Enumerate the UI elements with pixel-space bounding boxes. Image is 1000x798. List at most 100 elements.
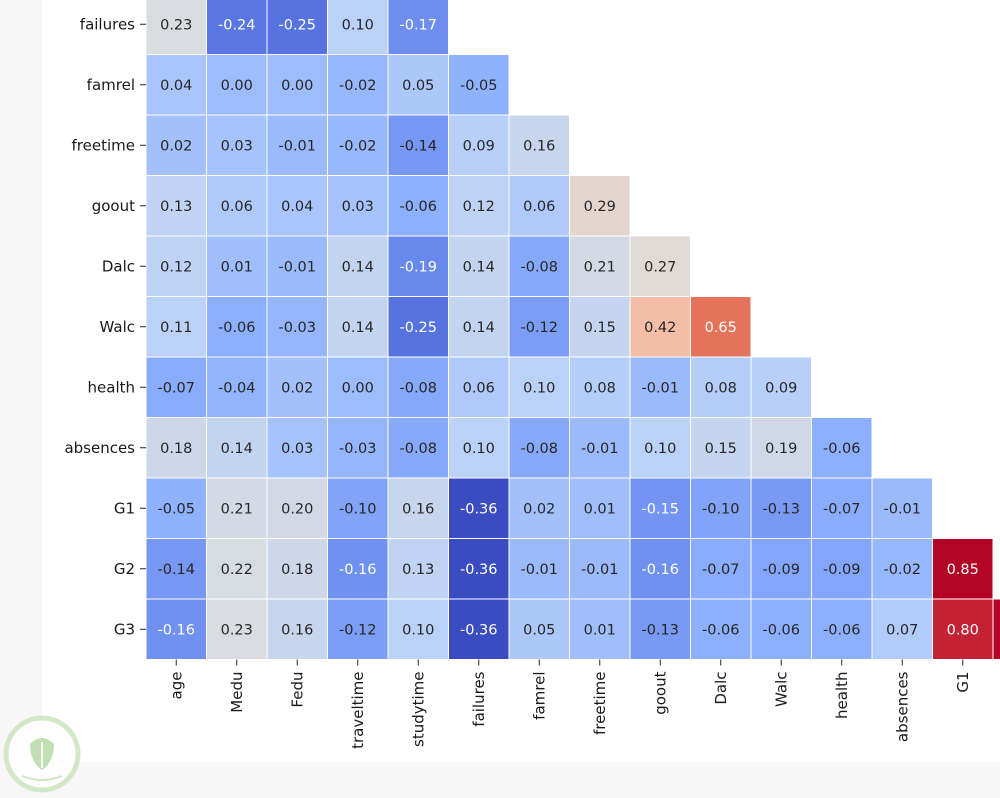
cell-value-G2-health: -0.09 (823, 562, 861, 578)
cell-value-G2-Walc: -0.09 (762, 562, 800, 578)
heatmap-cell-health-failures (448, 356, 510, 418)
cell-value-absences-studytime: -0.08 (399, 441, 437, 457)
heatmap-cell-G2-Fedu (266, 538, 328, 600)
cell-value-G2-G1: 0.85 (947, 562, 979, 578)
heatmap-cell-Walc-goout (629, 296, 691, 358)
heatmap-cell-goout-age (145, 175, 207, 237)
heatmap-cell-health-goout (629, 356, 691, 418)
heatmap-cell-G2-goout (629, 538, 691, 600)
cell-value-goout-Medu: 0.06 (221, 199, 253, 215)
heatmap-cell-G2-studytime (387, 538, 449, 600)
cell-value-G3-freetime: 0.01 (584, 622, 616, 638)
cell-value-G2-Fedu: 0.18 (281, 562, 313, 578)
heatmap-cell-Walc-failures (448, 296, 510, 358)
chart-canvas: 0.23 -0.24 -0.25 0.10 -0.17 0.04 0.00 0.00 -0.02… (42, 0, 1000, 762)
x-tick-label-studytime: studytime (409, 672, 427, 748)
cell-value-G2-absences: -0.02 (883, 562, 921, 578)
x-tick-label-age: age (167, 672, 185, 700)
cell-value-health-Dalc: 0.08 (705, 380, 737, 396)
cell-value-health-famrel: 0.10 (523, 380, 555, 396)
heatmap-cell-G3-freetime (569, 598, 631, 660)
cell-value-famrel-Fedu: 0.00 (281, 78, 313, 94)
cell-value-Dalc-goout: 0.27 (644, 259, 676, 275)
heatmap-cell-G3-famrel (508, 598, 570, 660)
cell-value-Walc-freetime: 0.15 (584, 320, 616, 336)
heatmap-cell-G3-age (145, 598, 207, 660)
x-tick-label-G1: G1 (954, 672, 972, 693)
cell-value-Walc-Fedu: -0.03 (278, 320, 316, 336)
cell-value-health-failures: 0.06 (463, 380, 495, 396)
cell-value-G3-famrel: 0.05 (523, 622, 555, 638)
heatmap-cell-G1-traveltime (327, 477, 389, 539)
cell-value-G1-absences: -0.01 (883, 501, 921, 517)
heatmap-cell-G2-failures (448, 538, 510, 600)
cell-value-absences-Fedu: 0.03 (281, 441, 313, 457)
cell-value-goout-studytime: -0.06 (399, 199, 437, 215)
heatmap-cell-goout-Fedu (266, 175, 328, 237)
cell-value-Walc-failures: 0.14 (463, 320, 495, 336)
cell-value-goout-Fedu: 0.04 (281, 199, 313, 215)
heatmap-cell-failures-studytime (387, 0, 449, 55)
heatmap-cell-G1-freetime (569, 477, 631, 539)
cell-value-goout-age: 0.13 (160, 199, 192, 215)
heatmap-cell-G3-absences (871, 598, 933, 660)
heatmap-cell-Dalc-traveltime (327, 235, 389, 297)
cell-value-G2-traveltime: -0.16 (339, 562, 377, 578)
heatmap-cell-absences-Dalc (690, 417, 752, 479)
cell-value-goout-famrel: 0.06 (523, 199, 555, 215)
leaf-shield-icon (3, 715, 81, 793)
cell-value-failures-Medu: -0.24 (218, 17, 256, 33)
y-tick-label-G3: G3 (114, 620, 135, 638)
y-tick-label-G1: G1 (114, 499, 135, 517)
cell-value-goout-freetime: 0.29 (584, 199, 616, 215)
cell-value-freetime-failures: 0.09 (463, 138, 495, 154)
heatmap-cell-freetime-Medu (206, 114, 268, 176)
heatmap-cell-G1-studytime (387, 477, 449, 539)
cell-value-health-Fedu: 0.02 (281, 380, 313, 396)
cell-value-G2-Dalc: -0.07 (702, 562, 740, 578)
cell-value-health-Walc: 0.09 (765, 380, 797, 396)
heatmap-cell-G3-Medu (206, 598, 268, 660)
heatmap-cell-absences-Medu (206, 417, 268, 479)
cell-value-G2-goout: -0.16 (641, 562, 679, 578)
cell-value-G1-studytime: 0.16 (402, 501, 434, 517)
cell-value-failures-age: 0.23 (160, 17, 192, 33)
heatmap-cell-G1-absences (871, 477, 933, 539)
cell-value-G3-health: -0.06 (823, 622, 861, 638)
heatmap-cell-absences-failures (448, 417, 510, 479)
heatmap-cell-G2-Walc (750, 538, 812, 600)
cell-value-Dalc-studytime: -0.19 (399, 259, 437, 275)
heatmap-cell-freetime-failures (448, 114, 510, 176)
cell-value-G3-failures: -0.36 (460, 622, 498, 638)
x-tick-label-famrel: famrel (530, 672, 548, 720)
cell-value-Walc-Medu: -0.06 (218, 320, 256, 336)
x-tick-label-goout: goout (651, 671, 669, 714)
cell-value-absences-famrel: -0.08 (520, 441, 558, 457)
heatmap-cells: 0.23 -0.24 -0.25 0.10 -0.17 0.04 0.00 0.00 -0.02… (145, 0, 1000, 660)
heatmap-cell-Walc-Dalc (690, 296, 752, 358)
cell-value-G1-Fedu: 0.20 (281, 501, 313, 517)
cell-value-G1-Dalc: -0.10 (702, 501, 740, 517)
x-tick-label-Dalc: Dalc (712, 672, 730, 705)
cell-value-health-age: -0.07 (157, 380, 195, 396)
cell-value-G1-freetime: 0.01 (584, 501, 616, 517)
cell-value-freetime-traveltime: -0.02 (339, 138, 377, 154)
heatmap-cell-health-Walc (750, 356, 812, 418)
cell-value-G3-goout: -0.13 (641, 622, 679, 638)
heatmap-cell-freetime-Fedu (266, 114, 328, 176)
x-tick-label-Walc: Walc (772, 672, 790, 707)
x-tick-label-failures: failures (470, 671, 488, 726)
heatmap-cell-G3-failures (448, 598, 510, 660)
heatmap-cell-health-Dalc (690, 356, 752, 418)
cell-value-absences-freetime: -0.01 (581, 441, 619, 457)
cell-value-absences-failures: 0.10 (463, 441, 495, 457)
cell-value-health-studytime: -0.08 (399, 380, 437, 396)
cell-value-G3-absences: 0.07 (886, 622, 918, 638)
cell-value-Walc-goout: 0.42 (644, 320, 676, 336)
cell-value-absences-Dalc: 0.15 (705, 441, 737, 457)
cell-value-G1-Walc: -0.13 (762, 501, 800, 517)
heatmap-cell-Walc-Fedu (266, 296, 328, 358)
cell-value-G1-goout: -0.15 (641, 501, 679, 517)
cell-value-famrel-studytime: 0.05 (402, 78, 434, 94)
cell-value-G1-failures: -0.36 (460, 501, 498, 517)
